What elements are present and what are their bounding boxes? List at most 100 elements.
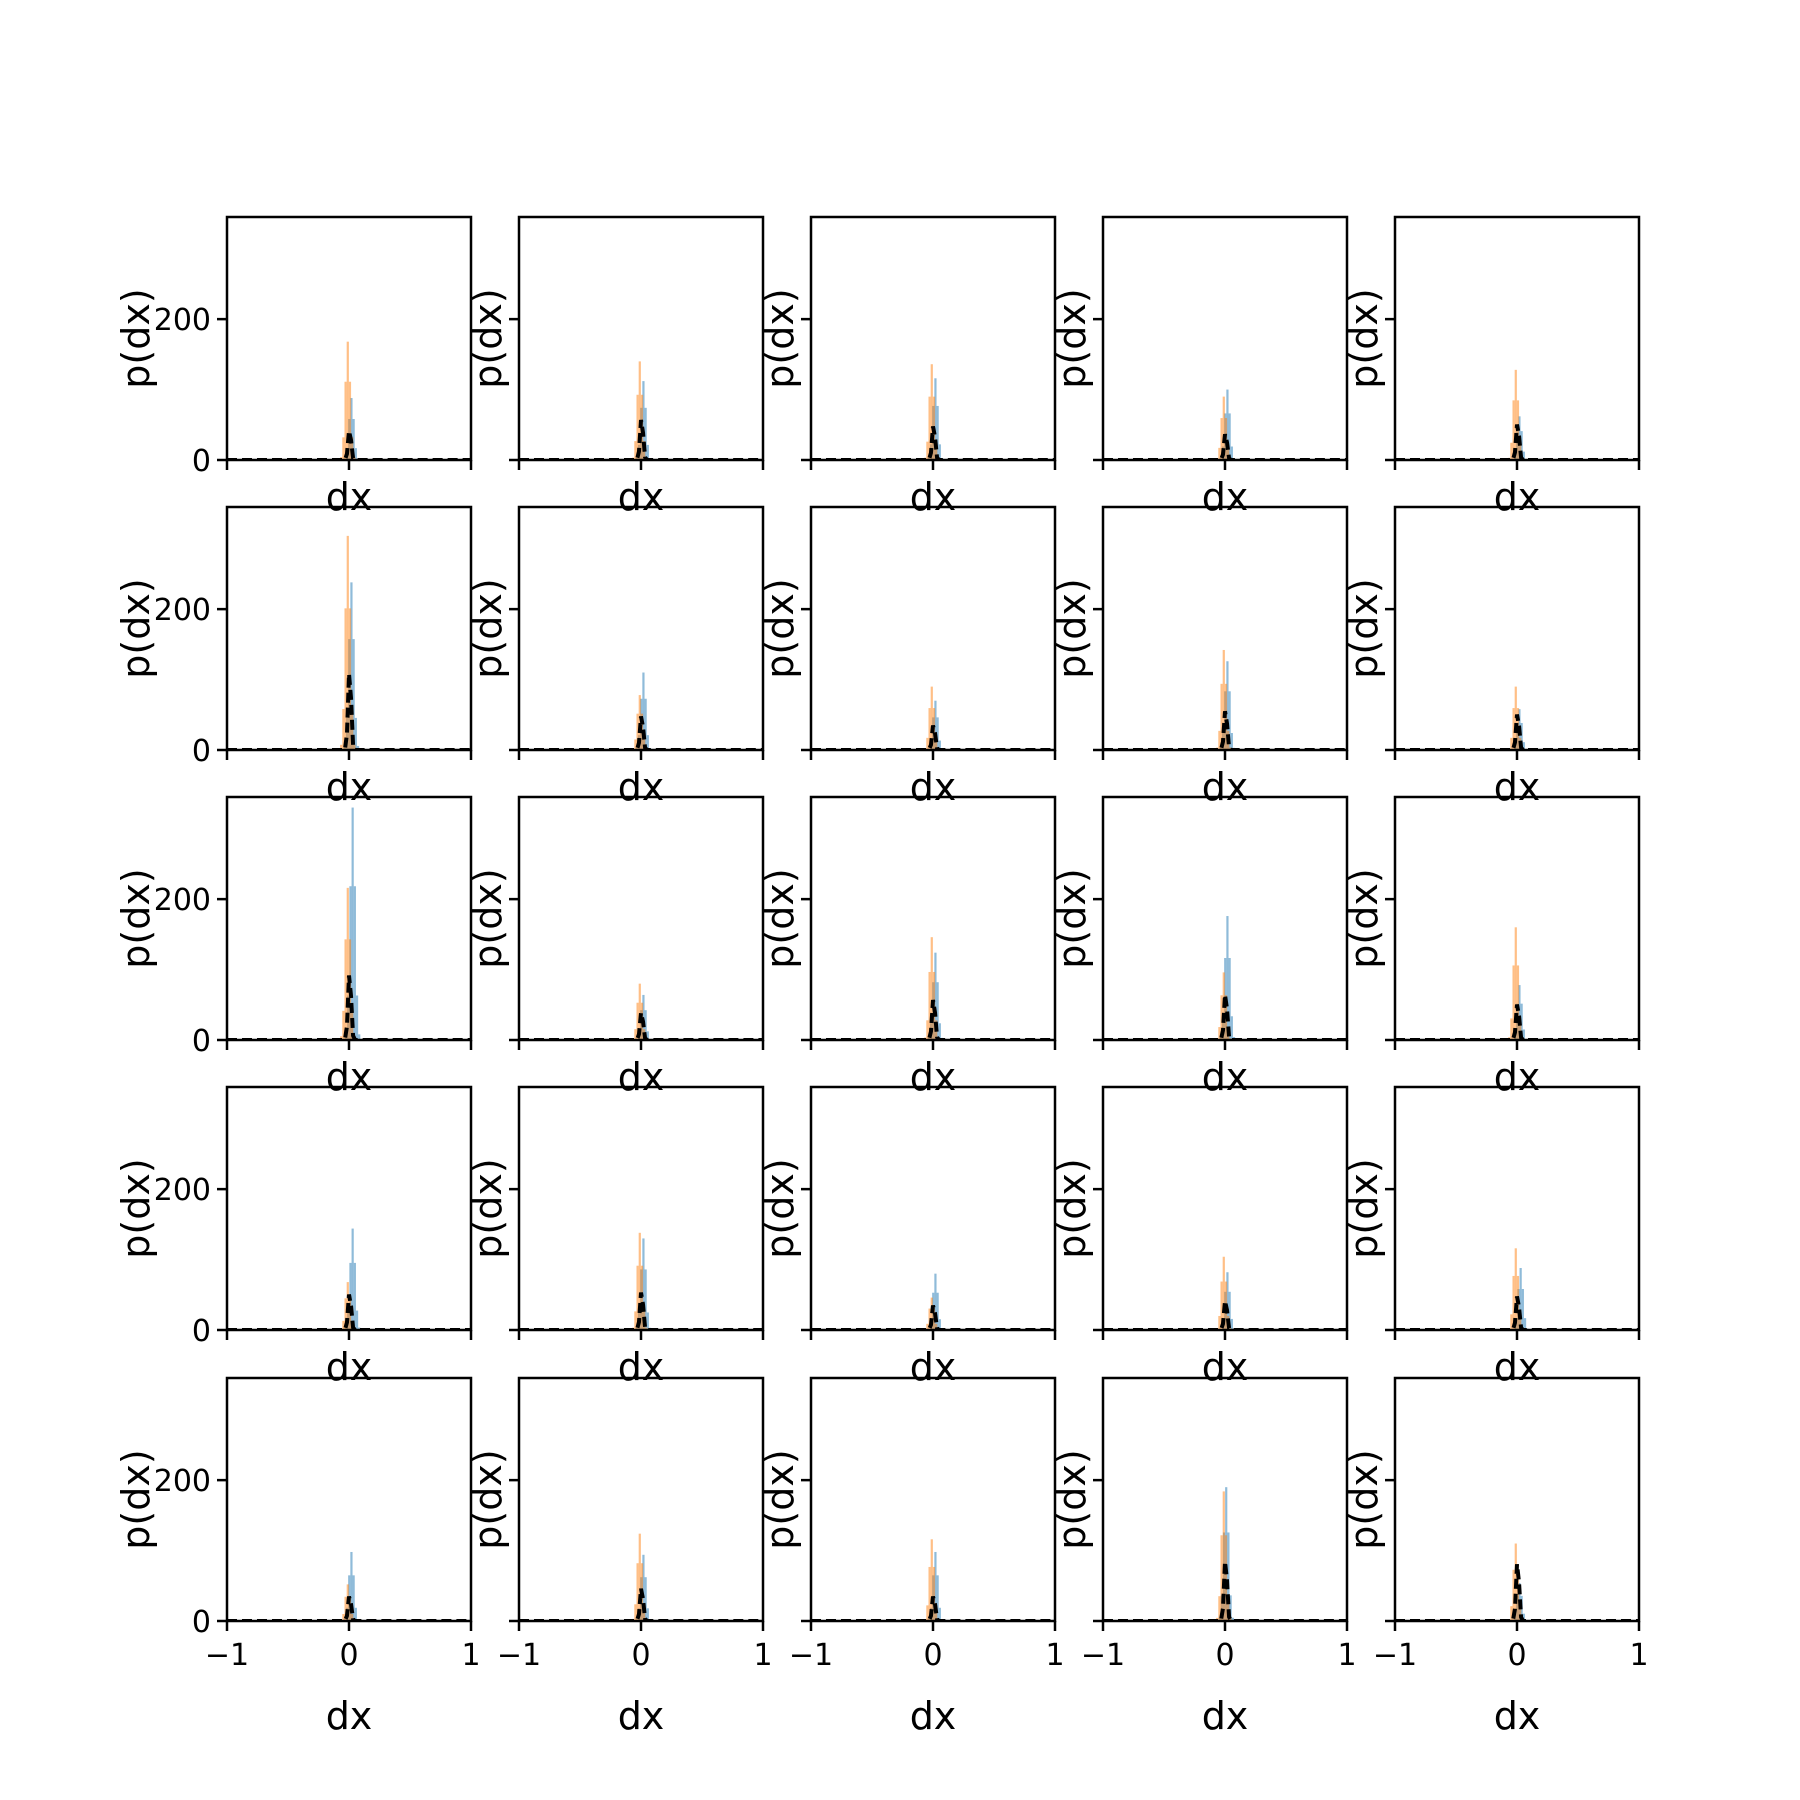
hist-bar	[1220, 1281, 1223, 1330]
y-tick-label: 0	[192, 1024, 211, 1059]
density-line	[811, 724, 1055, 750]
hist-bar	[346, 535, 349, 750]
x-axis-label: dx	[1494, 1694, 1541, 1738]
hist-bar	[936, 1575, 939, 1621]
x-axis-label: dx	[326, 765, 373, 809]
subplot-r4-c4: −1 0 1 dx p(dx)	[1342, 1376, 1649, 1738]
hist-bar	[342, 708, 345, 750]
density-line	[227, 975, 471, 1040]
hist-bar	[344, 1298, 347, 1330]
hist-bar	[638, 1232, 641, 1330]
hist-bar	[932, 1566, 936, 1621]
hist-bar	[342, 1010, 345, 1040]
hist-bar	[1227, 447, 1230, 460]
hist-bar	[936, 1292, 939, 1330]
plot-area	[1103, 389, 1347, 460]
hist-bar	[1218, 1027, 1221, 1040]
hist-bar	[928, 971, 931, 1040]
hist-bar	[646, 1031, 649, 1040]
subplot-r1-c1: dx p(dx)	[466, 505, 765, 809]
y-tick-label: 200	[154, 883, 211, 918]
hist-bar	[1510, 737, 1513, 750]
hist-bar	[351, 807, 354, 1040]
x-axis-label: dx	[910, 1055, 957, 1099]
subplot-r3-c2: dx p(dx)	[758, 1085, 1057, 1389]
x-tick-label: −1	[789, 1638, 833, 1673]
hist-bar	[1522, 1613, 1525, 1621]
hist-bar	[352, 639, 355, 750]
hist-bar	[935, 737, 938, 750]
x-tick-label: 1	[1629, 1638, 1648, 1673]
hist-bar	[642, 381, 645, 460]
hist-bar	[344, 1596, 347, 1621]
x-axis-label: dx	[1494, 1345, 1541, 1389]
subplot-r3-c0: 0 200 dx p(dx)	[114, 1085, 473, 1389]
density-line	[811, 1304, 1055, 1330]
hist-bar	[353, 457, 356, 460]
y-tick-label: 0	[192, 734, 211, 769]
hist-bar	[1512, 1275, 1515, 1330]
plot-area	[519, 1533, 763, 1621]
axes-frame	[225, 1085, 473, 1332]
density-line	[519, 716, 763, 750]
hist-bar	[930, 1539, 933, 1621]
hist-bar	[1218, 1596, 1221, 1621]
plot-area	[519, 1232, 763, 1330]
hist-bar	[1231, 1617, 1234, 1621]
x-axis-label: dx	[1494, 765, 1541, 809]
y-axis-label: p(dx)	[1342, 1158, 1386, 1258]
hist-bar	[926, 1323, 929, 1330]
hist-bar	[1230, 446, 1233, 460]
x-axis-label: dx	[1202, 1345, 1249, 1389]
hist-bar	[350, 398, 353, 460]
hist-bar	[354, 448, 357, 460]
density-line	[519, 1292, 763, 1330]
hist-bar	[1229, 1617, 1232, 1621]
y-axis-label: p(dx)	[1050, 578, 1094, 678]
x-axis-label: dx	[910, 765, 957, 809]
hist-bar	[1226, 389, 1229, 460]
y-axis-label: p(dx)	[114, 578, 158, 678]
subplot-r1-c0: 0 200 dx p(dx)	[114, 505, 473, 809]
hist-bar	[1519, 1314, 1522, 1330]
x-axis-label: dx	[326, 1055, 373, 1099]
plot-area	[519, 983, 763, 1040]
hist-bar	[354, 717, 357, 750]
hist-bar	[1519, 1018, 1522, 1040]
y-axis-label: p(dx)	[466, 868, 510, 968]
plot-area	[811, 364, 1055, 460]
y-axis-label: p(dx)	[1342, 868, 1386, 968]
hist-bar	[646, 1312, 649, 1330]
hist-bar	[644, 407, 647, 460]
hist-bar	[934, 1551, 937, 1621]
hist-bar	[1230, 1318, 1233, 1330]
x-tick-label: −1	[205, 1638, 249, 1673]
x-axis-label: dx	[326, 1694, 373, 1738]
hist-bar	[1227, 1532, 1230, 1621]
hist-bar	[938, 444, 941, 460]
hist-bar	[938, 1023, 941, 1040]
hist-bar	[1222, 649, 1225, 750]
hist-bar	[353, 744, 356, 750]
y-tick-label: 200	[154, 1464, 211, 1499]
hist-bar	[634, 1029, 637, 1040]
hist-bar	[936, 717, 939, 750]
hist-bar	[1220, 1535, 1223, 1621]
hist-bar	[926, 737, 929, 750]
plot-area	[811, 686, 1055, 750]
hist-bar	[1218, 1315, 1221, 1330]
plot-area	[519, 361, 763, 460]
hist-bar	[1229, 1595, 1232, 1621]
hist-bar	[646, 444, 649, 460]
subplot-r3-c1: dx p(dx)	[466, 1085, 765, 1389]
subplot-r2-c0: 0 200 dx p(dx)	[114, 795, 473, 1099]
density-line	[1395, 1563, 1639, 1621]
plot-area	[1103, 649, 1347, 750]
hist-bar	[1220, 418, 1223, 460]
hist-bar	[1228, 691, 1231, 750]
hist-bar	[344, 608, 347, 750]
subplot-r3-c4: dx p(dx)	[1342, 1085, 1641, 1389]
x-axis-label: dx	[910, 1345, 957, 1389]
hist-bar	[926, 1020, 929, 1040]
